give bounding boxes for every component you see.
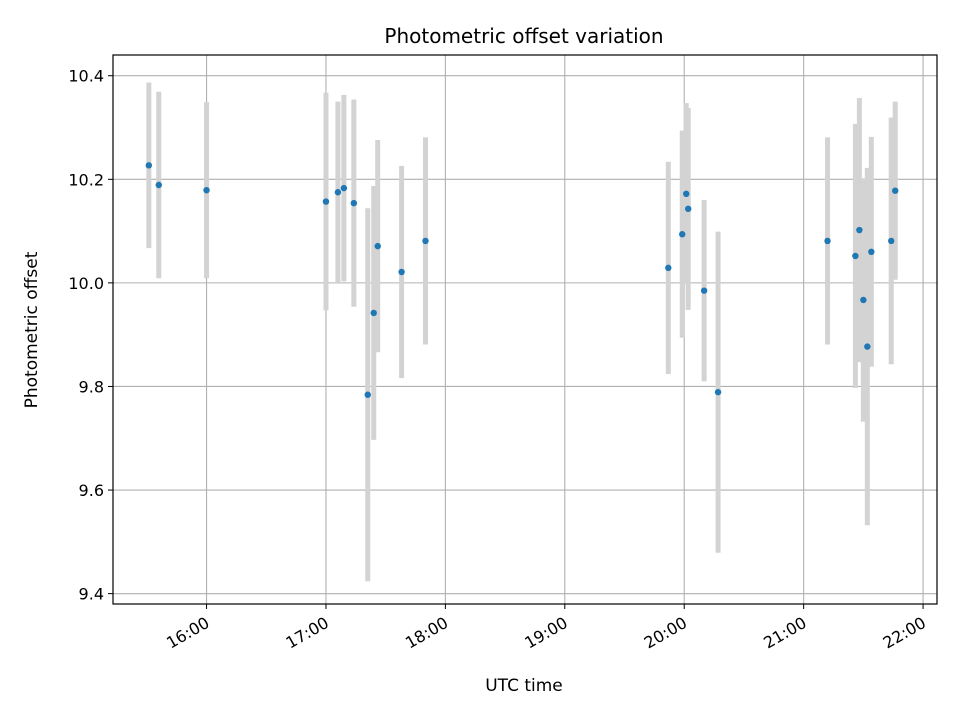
- data-point: [364, 391, 371, 398]
- y-tick-label: 10.4: [68, 67, 104, 86]
- data-point: [860, 296, 867, 304]
- y-tick-label: 9.6: [79, 481, 104, 500]
- data-point: [864, 343, 871, 350]
- data-point: [374, 242, 381, 250]
- data-point: [852, 252, 859, 260]
- data-point: [665, 264, 672, 272]
- data-point: [422, 237, 429, 245]
- data-point: [685, 205, 692, 213]
- y-axis-title: Photometric offset: [22, 251, 42, 408]
- data-point: [322, 198, 330, 205]
- data-point: [888, 237, 895, 245]
- data-point: [203, 186, 210, 194]
- data-points: [145, 162, 899, 398]
- data-point: [340, 184, 348, 192]
- data-point: [155, 181, 162, 189]
- data-point: [892, 187, 899, 194]
- data-point: [398, 268, 405, 276]
- data-point: [679, 231, 686, 238]
- data-point: [868, 248, 875, 256]
- y-tick-label: 9.8: [79, 377, 104, 396]
- data-point: [145, 162, 153, 169]
- y-tick-label: 9.4: [79, 585, 104, 604]
- x-axis-title: UTC time: [485, 676, 563, 696]
- data-point: [824, 237, 831, 245]
- data-point: [856, 226, 863, 234]
- chart-title: Photometric offset variation: [384, 24, 663, 48]
- data-point: [350, 199, 358, 207]
- y-tick-label: 10.2: [68, 170, 104, 189]
- data-point: [683, 190, 690, 198]
- data-point: [334, 189, 342, 196]
- data-point: [700, 287, 708, 294]
- data-point: [714, 388, 722, 396]
- y-tick-label: 10.0: [68, 274, 104, 293]
- plot-frame: [112, 54, 938, 605]
- data-point: [370, 309, 377, 317]
